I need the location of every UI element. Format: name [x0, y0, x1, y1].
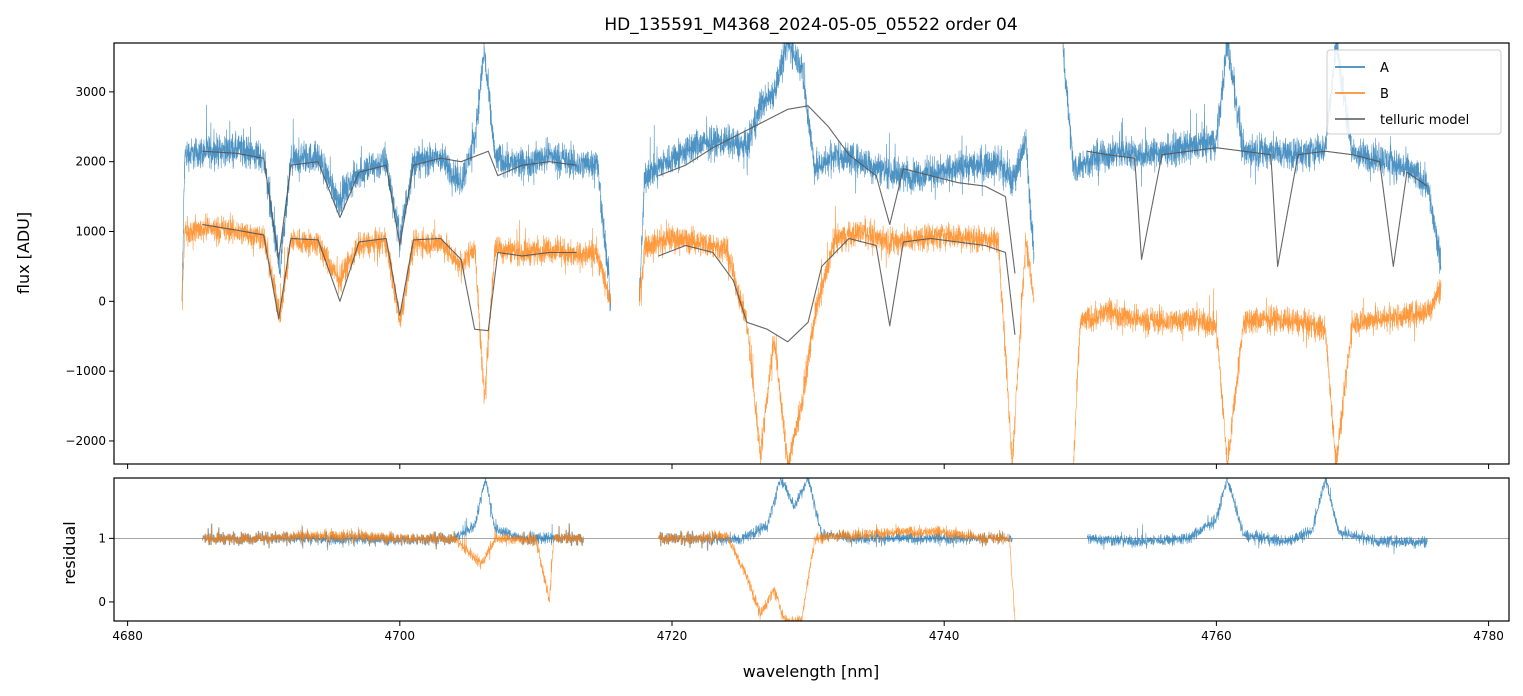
flux-series-b-segment-0	[181, 212, 612, 404]
residual-xtick-label: 4700	[385, 629, 416, 643]
residual-ytick-label: 1	[98, 531, 106, 545]
flux-ytick-label: 2000	[75, 155, 106, 169]
flux-series-telluric-model-segment-0	[202, 224, 578, 332]
legend-label-a: A	[1380, 61, 1389, 76]
residual-x-ticks: 4680 4700 4720 4740 4760 4780	[112, 621, 1504, 643]
legend: A B telluric model	[1326, 49, 1502, 135]
flux-series-a-segment-2	[1062, 43, 1442, 274]
legend-label-b: B	[1380, 87, 1389, 102]
residual-ytick-label: 0	[98, 595, 106, 609]
flux-ytick-label: 1000	[75, 225, 106, 239]
flux-y-ticks: −2000 −1000 0 1000 2000 3000	[65, 85, 114, 448]
residual-xtick-label: 4780	[1473, 629, 1504, 643]
flux-y-axis-label: flux [ADU]	[14, 212, 33, 294]
residual-plot-frame	[113, 477, 1510, 622]
flux-plot-frame	[113, 42, 1510, 465]
flux-panel: −2000 −1000 0 1000 2000 3000 HD_135591_M4368_…	[14, 15, 1510, 469]
residual-xtick-label: 4720	[657, 629, 688, 643]
residual-series-b-segment-0	[202, 523, 584, 603]
flux-series-telluric-model-segment-3	[658, 105, 1016, 274]
residual-panel: 01 4680 4700 4720 4740 4760 4780 wavelength […	[60, 477, 1510, 681]
residual-xtick-label: 4760	[1201, 629, 1232, 643]
residual-y-ticks: 01	[98, 531, 114, 609]
x-axis-label: wavelength [nm]	[743, 662, 880, 681]
residual-xtick-label: 4740	[929, 629, 960, 643]
residual-series-a-segment-2	[1086, 478, 1428, 555]
residual-plot-area	[114, 478, 1509, 621]
flux-series-a-segment-1	[639, 43, 1035, 302]
flux-series-b-segment-2	[1073, 279, 1442, 464]
flux-ytick-label: 3000	[75, 85, 106, 99]
residual-series-layer	[114, 478, 1509, 621]
flux-ytick-label: −2000	[65, 434, 106, 448]
flux-series-telluric-model-segment-1	[202, 150, 578, 260]
residual-series-b-segment-1	[658, 523, 1016, 621]
flux-ytick-label: 0	[98, 294, 106, 308]
flux-x-ticks	[127, 464, 1490, 469]
chart-title: HD_135591_M4368_2024-05-05_05522 order 0…	[604, 15, 1017, 35]
flux-series-telluric-model-segment-4	[1086, 147, 1428, 267]
residual-y-axis-label: residual	[60, 521, 79, 584]
flux-series-telluric-model-segment-2	[658, 237, 1016, 343]
flux-series-a-segment-0	[181, 43, 612, 312]
residual-xtick-label: 4680	[112, 629, 143, 643]
legend-label-telluric: telluric model	[1380, 113, 1469, 128]
legend-box	[1326, 49, 1502, 135]
flux-ytick-label: −1000	[65, 364, 106, 378]
flux-series-layer	[181, 43, 1442, 464]
